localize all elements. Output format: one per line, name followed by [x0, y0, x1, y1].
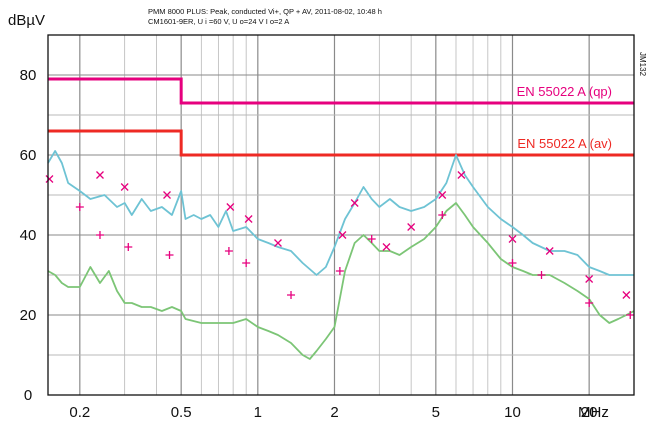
- x-tick-label: 0.5: [171, 404, 192, 421]
- av-marker: [75, 203, 84, 211]
- series-lines: [47, 150, 635, 360]
- x-tick-label: 2: [330, 404, 338, 421]
- x-tick-labels: 0.2 0.5 1 2 5 10 20: [69, 404, 597, 421]
- qp-marker: [226, 203, 235, 211]
- av-marker: [585, 299, 594, 307]
- limit-labels: EN 55022 A (qp) EN 55022 A (av): [517, 84, 612, 151]
- av-marker: [508, 259, 517, 267]
- av-marker: [95, 231, 104, 239]
- x-tick-label: 0.2: [69, 404, 90, 421]
- x-tick-label: 5: [432, 404, 440, 421]
- av-marker: [438, 211, 447, 219]
- qp-marker: [120, 183, 129, 191]
- av-marker: [165, 251, 174, 259]
- limit-label: EN 55022 A (av): [517, 136, 612, 151]
- qp-marker: [163, 191, 171, 199]
- limit-line: [48, 77, 634, 105]
- qp-marker: [545, 247, 554, 255]
- series-line: [47, 202, 635, 360]
- y-tick-label: 60: [20, 147, 37, 164]
- x-tick-label: 10: [504, 404, 521, 421]
- y-axis-label: dBµV: [8, 12, 45, 29]
- measurement-markers: [45, 171, 635, 319]
- y-tick-label: 0: [24, 387, 32, 404]
- qp-marker: [350, 199, 359, 207]
- av-marker: [537, 271, 546, 279]
- limit-lines: [48, 77, 634, 157]
- qp-marker: [508, 235, 517, 243]
- series-line: [47, 150, 634, 276]
- limit-line: [48, 129, 634, 157]
- y-tick-label: 80: [20, 67, 37, 84]
- qp-marker: [438, 191, 447, 199]
- qp-marker: [457, 171, 466, 179]
- qp-marker: [338, 231, 347, 239]
- av-marker: [124, 243, 133, 251]
- y-tick-label: 20: [20, 307, 37, 324]
- qp-marker: [407, 223, 416, 231]
- av-marker: [287, 291, 296, 299]
- qp-marker: [274, 239, 282, 247]
- plot-frame: [47, 34, 635, 396]
- av-marker: [367, 235, 376, 243]
- chart-title-line2: CM1601-9ER, U i =60 V, U o=24 V I o=2 A: [148, 17, 289, 26]
- y-tick-labels: 0 20 40 60 80: [20, 67, 37, 404]
- x-tick-label: 1: [254, 404, 262, 421]
- av-marker: [626, 311, 635, 319]
- av-marker: [335, 267, 344, 275]
- qp-marker: [244, 215, 253, 223]
- side-label: JM132: [638, 52, 647, 77]
- qp-marker: [622, 291, 631, 299]
- av-marker: [224, 247, 233, 255]
- limit-label: EN 55022 A (qp): [517, 84, 612, 99]
- qp-marker: [585, 275, 594, 283]
- qp-marker: [96, 171, 104, 179]
- qp-marker: [45, 175, 54, 183]
- y-tick-label: 40: [20, 227, 37, 244]
- chart-title-line1: PMM 8000 PLUS: Peak, conducted Vi+, QP +…: [148, 7, 382, 16]
- x-tick-label: 20: [581, 404, 598, 421]
- x-unit-label: MHz: [578, 404, 609, 421]
- av-marker: [242, 259, 251, 267]
- qp-marker: [382, 243, 391, 251]
